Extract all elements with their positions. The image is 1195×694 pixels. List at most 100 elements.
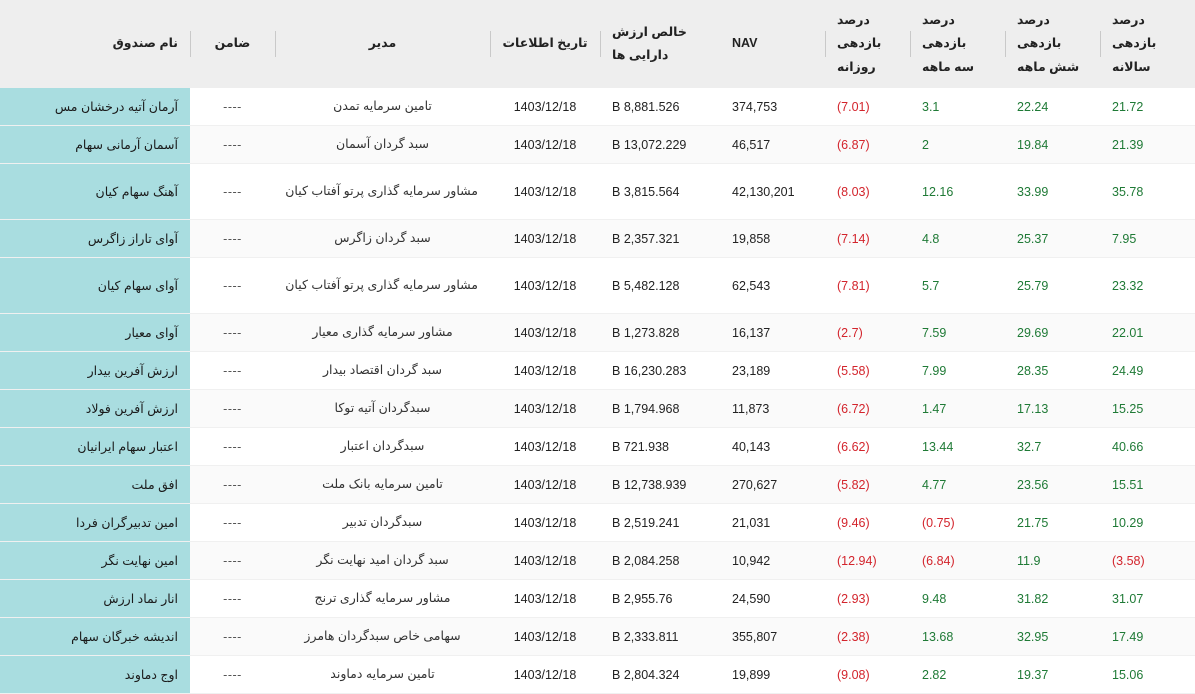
table-row[interactable]: 31.07 31.82 9.48 (2.93) 24,590 2,955.76 B 1403… bbox=[0, 579, 1195, 618]
cell-net-assets: 2,333.811 B bbox=[600, 617, 720, 656]
cell-fund-name: امین نهایت نگر bbox=[0, 541, 190, 580]
cell-info-date: 1403/12/18 bbox=[490, 219, 600, 258]
cell-sixmonth-return: 25.79 bbox=[1005, 257, 1100, 314]
cell-annual-return: 22.01 bbox=[1100, 313, 1195, 352]
cell-sixmonth-return: 25.37 bbox=[1005, 219, 1100, 258]
table-row[interactable]: 35.78 33.99 12.16 (8.03) 42,130,201 3,815.564… bbox=[0, 163, 1195, 220]
cell-manager: سبدگردان آتیه توکا bbox=[275, 389, 490, 428]
cell-nav: 46,517 bbox=[720, 125, 825, 164]
cell-guarantor: ---- bbox=[190, 503, 275, 542]
column-header-guarantor[interactable]: ضامن bbox=[190, 0, 275, 88]
cell-threemonth-return: 9.48 bbox=[910, 579, 1005, 618]
cell-threemonth-return: 13.68 bbox=[910, 617, 1005, 656]
column-header-sixmonth-return[interactable]: درصد بازدهی شش ماهه bbox=[1005, 0, 1100, 88]
table-row[interactable]: 24.49 28.35 7.99 (5.58) 23,189 16,230.283 B 14… bbox=[0, 351, 1195, 390]
cell-fund-name: ارزش آفرین فولاد bbox=[0, 389, 190, 428]
column-header-annual-return[interactable]: درصد بازدهی سالانه bbox=[1100, 0, 1195, 88]
table-row[interactable]: 15.06 19.37 2.82 (9.08) 19,899 2,804.324 B 140… bbox=[0, 655, 1195, 694]
cell-guarantor: ---- bbox=[190, 219, 275, 258]
column-header-nav[interactable]: NAV bbox=[720, 0, 825, 88]
cell-fund-name: آسمان آرمانی سهام bbox=[0, 125, 190, 164]
cell-fund-name: اعتبار سهام ایرانیان bbox=[0, 427, 190, 466]
cell-net-assets: 3,815.564 B bbox=[600, 163, 720, 220]
cell-guarantor: ---- bbox=[190, 88, 275, 126]
cell-nav: 16,137 bbox=[720, 313, 825, 352]
cell-threemonth-return: 1.47 bbox=[910, 389, 1005, 428]
cell-fund-name: ارزش آفرین بیدار bbox=[0, 351, 190, 390]
table-row[interactable]: 21.72 22.24 3.1 (7.01) 374,753 8,881.526 B 140… bbox=[0, 88, 1195, 126]
table-row[interactable]: 40.66 32.7 13.44 (6.62) 40,143 721.938 B 1403/… bbox=[0, 427, 1195, 466]
cell-annual-return: 21.72 bbox=[1100, 88, 1195, 126]
cell-fund-name: آهنگ سهام کیان bbox=[0, 163, 190, 220]
cell-net-assets: 2,804.324 B bbox=[600, 655, 720, 694]
cell-daily-return: (9.46) bbox=[825, 503, 910, 542]
cell-annual-return: 21.39 bbox=[1100, 125, 1195, 164]
cell-daily-return: (7.81) bbox=[825, 257, 910, 314]
column-header-annual-return-line2: سالانه bbox=[1112, 59, 1151, 74]
table-row[interactable]: 15.25 17.13 1.47 (6.72) 11,873 1,794.968 B 140… bbox=[0, 389, 1195, 428]
cell-daily-return: (6.62) bbox=[825, 427, 910, 466]
cell-manager: سهامی خاص سبدگردان هامرز bbox=[275, 617, 490, 656]
cell-info-date: 1403/12/18 bbox=[490, 465, 600, 504]
cell-guarantor: ---- bbox=[190, 257, 275, 314]
table-body: 21.72 22.24 3.1 (7.01) 374,753 8,881.526 B 140… bbox=[0, 88, 1195, 694]
cell-net-assets: 2,357.321 B bbox=[600, 219, 720, 258]
table-row[interactable]: 22.01 29.69 7.59 (2.7) 16,137 1,273.828 B 1403… bbox=[0, 313, 1195, 352]
table-row[interactable]: 7.95 25.37 4.8 (7.14) 19,858 2,357.321 B 1403/… bbox=[0, 219, 1195, 258]
column-header-net-assets[interactable]: خالص ارزش دارایی ها bbox=[600, 0, 720, 88]
cell-sixmonth-return: 33.99 bbox=[1005, 163, 1100, 220]
cell-fund-name: آرمان آتیه درخشان مس bbox=[0, 88, 190, 126]
column-header-info-date[interactable]: تاریخ اطلاعات bbox=[490, 0, 600, 88]
cell-fund-name: امین تدبیرگران فردا bbox=[0, 503, 190, 542]
cell-net-assets: 1,794.968 B bbox=[600, 389, 720, 428]
cell-threemonth-return: 12.16 bbox=[910, 163, 1005, 220]
cell-info-date: 1403/12/18 bbox=[490, 503, 600, 542]
cell-annual-return: 17.49 bbox=[1100, 617, 1195, 656]
cell-info-date: 1403/12/18 bbox=[490, 313, 600, 352]
cell-daily-return: (5.58) bbox=[825, 351, 910, 390]
cell-fund-name: آوای تاراز زاگرس bbox=[0, 219, 190, 258]
column-header-annual-return-line1: درصد بازدهی bbox=[1112, 13, 1157, 51]
cell-daily-return: (2.93) bbox=[825, 579, 910, 618]
cell-nav: 23,189 bbox=[720, 351, 825, 390]
cell-sixmonth-return: 28.35 bbox=[1005, 351, 1100, 390]
cell-fund-name: افق ملت bbox=[0, 465, 190, 504]
cell-nav: 270,627 bbox=[720, 465, 825, 504]
cell-net-assets: 721.938 B bbox=[600, 427, 720, 466]
cell-net-assets: 8,881.526 B bbox=[600, 88, 720, 126]
cell-threemonth-return: 7.99 bbox=[910, 351, 1005, 390]
column-header-fund-name[interactable]: نام صندوق bbox=[0, 0, 190, 88]
cell-info-date: 1403/12/18 bbox=[490, 163, 600, 220]
cell-manager: سبد گردان امید نهایت نگر bbox=[275, 541, 490, 580]
cell-guarantor: ---- bbox=[190, 427, 275, 466]
cell-info-date: 1403/12/18 bbox=[490, 541, 600, 580]
cell-threemonth-return: 2.82 bbox=[910, 655, 1005, 694]
cell-threemonth-return: (0.75) bbox=[910, 503, 1005, 542]
cell-annual-return: 15.06 bbox=[1100, 655, 1195, 694]
table-row[interactable]: 23.32 25.79 5.7 (7.81) 62,543 5,482.128 B 1403… bbox=[0, 257, 1195, 314]
cell-manager: سبد گردان آسمان bbox=[275, 125, 490, 164]
cell-sixmonth-return: 11.9 bbox=[1005, 541, 1100, 580]
cell-manager: تامین سرمایه تمدن bbox=[275, 88, 490, 126]
cell-manager: سبد گردان اقتصاد بیدار bbox=[275, 351, 490, 390]
cell-net-assets: 16,230.283 B bbox=[600, 351, 720, 390]
column-header-threemonth-return[interactable]: درصد بازدهی سه ماهه bbox=[910, 0, 1005, 88]
column-header-manager[interactable]: مدیر bbox=[275, 0, 490, 88]
column-header-daily-return[interactable]: درصد بازدهی روزانه bbox=[825, 0, 910, 88]
cell-annual-return: 15.51 bbox=[1100, 465, 1195, 504]
cell-nav: 374,753 bbox=[720, 88, 825, 126]
cell-info-date: 1403/12/18 bbox=[490, 257, 600, 314]
cell-threemonth-return: 7.59 bbox=[910, 313, 1005, 352]
column-header-daily-return-line2: روزانه bbox=[837, 59, 876, 74]
cell-guarantor: ---- bbox=[190, 655, 275, 694]
cell-nav: 10,942 bbox=[720, 541, 825, 580]
table-row[interactable]: (3.58) 11.9 (6.84) (12.94) 10,942 2,084.258 B… bbox=[0, 541, 1195, 580]
cell-annual-return: 35.78 bbox=[1100, 163, 1195, 220]
cell-info-date: 1403/12/18 bbox=[490, 427, 600, 466]
cell-guarantor: ---- bbox=[190, 579, 275, 618]
cell-daily-return: (5.82) bbox=[825, 465, 910, 504]
table-row[interactable]: 21.39 19.84 2 (6.87) 46,517 13,072.229 B 1403/… bbox=[0, 125, 1195, 164]
